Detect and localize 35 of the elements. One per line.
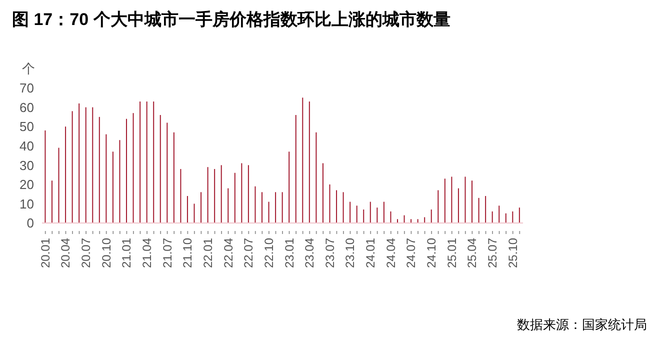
x-tick-label: 21.01 — [120, 238, 134, 268]
x-tick-label: 20.10 — [99, 238, 114, 268]
x-tick-label: 23.04 — [302, 238, 317, 268]
y-tick-label: 60 — [20, 100, 34, 115]
y-axis-title: 个 — [22, 60, 35, 78]
x-tick-label: 24.04 — [384, 238, 398, 268]
x-tick-label: 24.10 — [424, 238, 439, 268]
x-tick-label: 20.04 — [58, 238, 73, 268]
x-tick-label: 23.01 — [282, 238, 296, 268]
x-tick-label: 24.01 — [364, 238, 378, 268]
x-tick-label: 23.10 — [343, 238, 358, 268]
x-tick-label: 21.04 — [140, 238, 154, 268]
y-tick-label: 40 — [20, 138, 34, 154]
x-tick-label: 23.07 — [322, 238, 337, 268]
y-tick-label: 50 — [20, 119, 34, 134]
y-tick-label: 10 — [20, 196, 34, 212]
x-tick-label: 20.07 — [79, 238, 94, 268]
x-tick-label: 22.04 — [221, 238, 236, 268]
y-tick-label: 0 — [26, 216, 34, 231]
x-tick-label: 25.10 — [506, 238, 520, 268]
x-tick-label: 24.07 — [404, 238, 418, 268]
x-tick-label: 22.07 — [242, 238, 256, 268]
x-tick-label: 25.01 — [444, 238, 459, 268]
y-tick-label: 20 — [20, 177, 34, 192]
y-tick-label: 70 — [20, 80, 34, 96]
y-tick-label: 30 — [20, 158, 34, 173]
x-tick-label: 22.10 — [262, 238, 276, 268]
x-tick-label: 25.07 — [486, 238, 500, 268]
source-note: 数据来源：国家统计局 — [517, 316, 647, 334]
x-tick-label: 21.10 — [180, 238, 195, 268]
x-tick-label: 20.01 — [38, 238, 52, 268]
x-tick-label: 22.01 — [200, 238, 215, 268]
x-tick-label: 25.04 — [465, 238, 480, 268]
x-tick-label: 21.07 — [160, 238, 174, 268]
chart-title: 图 17：70 个大中城市一手房价格指数环比上涨的城市数量 — [12, 9, 450, 31]
